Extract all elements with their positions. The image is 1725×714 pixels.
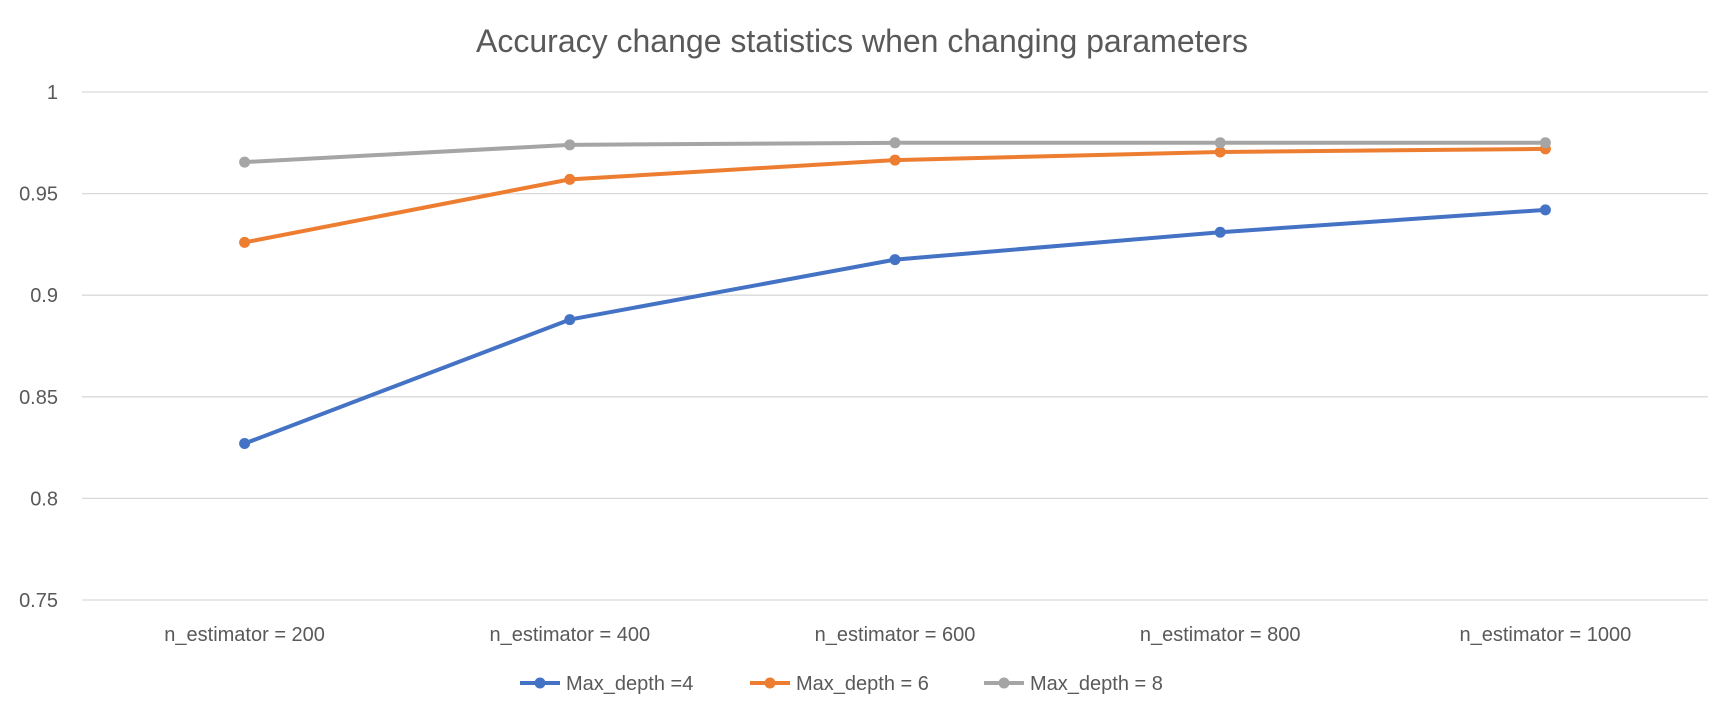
series-2 <box>239 143 1551 248</box>
legend-label: Max_depth =4 <box>566 673 693 695</box>
data-point <box>1539 137 1551 149</box>
data-point <box>1214 137 1226 149</box>
data-point <box>889 254 901 266</box>
x-axis-tick-labels: n_estimator = 200 n_estimator = 400 n_esti… <box>164 624 1631 646</box>
y-tick-label: 0.75 <box>19 590 58 612</box>
series-lines <box>239 137 1551 450</box>
legend-label: Max_depth = 6 <box>796 673 929 695</box>
data-point <box>564 314 576 326</box>
data-point <box>239 438 251 450</box>
legend-swatch-marker <box>534 677 546 689</box>
data-point <box>889 154 901 166</box>
gridlines <box>82 91 1708 601</box>
y-tick-label: 0.9 <box>30 285 58 307</box>
data-point <box>1539 204 1551 216</box>
data-point <box>239 236 251 248</box>
x-tick-label: n_estimator = 1000 <box>1460 624 1632 646</box>
data-point <box>564 173 576 185</box>
y-axis-tick-labels: 0.75 0.8 0.85 0.9 0.95 1 <box>19 82 58 612</box>
legend-item: Max_depth =4 <box>520 673 693 695</box>
chart-title: Accuracy change statistics when changing… <box>476 23 1248 59</box>
legend-label: Max_depth = 8 <box>1030 673 1163 695</box>
y-tick-label: 0.95 <box>19 184 58 206</box>
x-tick-label: n_estimator = 200 <box>164 624 325 646</box>
legend-item: Max_depth = 8 <box>984 673 1163 695</box>
data-point <box>1214 146 1226 158</box>
series-line <box>242 207 1548 446</box>
series-3 <box>239 137 1551 168</box>
x-tick-label: n_estimator = 600 <box>815 624 976 646</box>
x-tick-label: n_estimator = 400 <box>489 624 650 646</box>
legend-swatch-marker <box>764 677 776 689</box>
series-1 <box>239 204 1551 450</box>
data-point <box>564 139 576 151</box>
legend-swatch-marker <box>998 677 1010 689</box>
data-point <box>239 156 251 168</box>
x-tick-label: n_estimator = 800 <box>1140 624 1301 646</box>
data-point <box>1214 226 1226 238</box>
y-tick-label: 0.85 <box>19 387 58 409</box>
y-tick-label: 0.8 <box>30 488 58 510</box>
data-point <box>889 137 901 149</box>
legend-item: Max_depth = 6 <box>750 673 929 695</box>
y-tick-label: 1 <box>47 82 58 104</box>
legend: Max_depth =4 Max_depth = 6 Max_depth = 8 <box>520 673 1163 695</box>
